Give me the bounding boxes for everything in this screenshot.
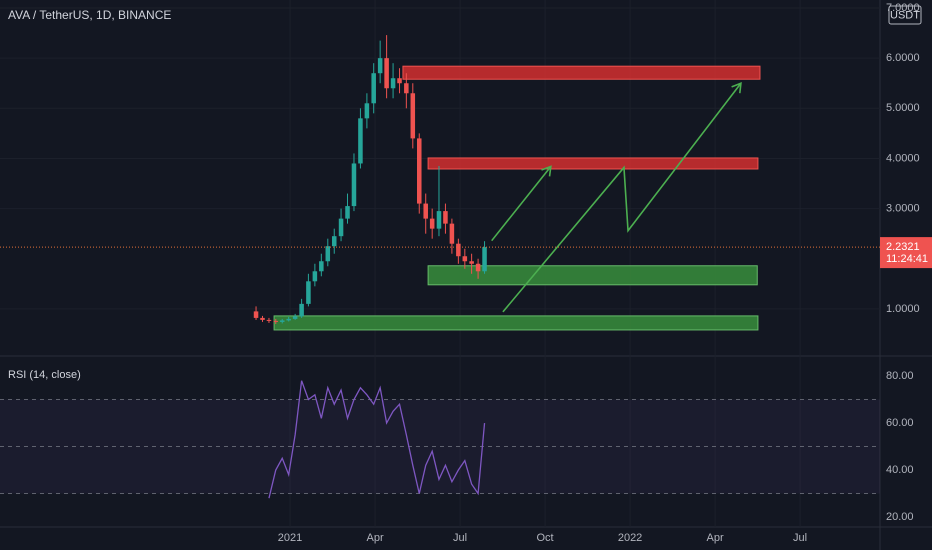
y-tick-label: 4.0000 <box>886 152 920 164</box>
x-tick-label: Apr <box>366 532 383 544</box>
plot <box>253 35 761 499</box>
candle-body <box>377 58 383 74</box>
currency-label[interactable]: USDT <box>890 9 920 21</box>
candle-body <box>410 93 416 139</box>
candle-body <box>358 118 363 164</box>
candle-body <box>279 320 285 322</box>
arrow <box>491 165 552 242</box>
candle-body <box>456 243 461 257</box>
candle-body <box>338 218 344 237</box>
zone <box>402 65 761 80</box>
countdown-label: 11:24:41 <box>886 253 928 265</box>
candle-body <box>436 211 442 229</box>
candle-body <box>364 103 370 119</box>
rsi-tick-label: 60.00 <box>886 417 914 429</box>
arrow-head <box>541 165 552 177</box>
candle-body <box>390 78 396 89</box>
candle-body <box>443 211 448 224</box>
candle-body <box>306 281 311 304</box>
x-tick-label: 2021 <box>278 532 302 544</box>
y-tick-label: 3.0000 <box>886 203 920 215</box>
candle-body <box>273 320 279 322</box>
grid <box>0 399 880 494</box>
x-tick-label: Apr <box>707 532 724 544</box>
zone <box>427 157 759 170</box>
currency-box[interactable] <box>888 5 922 25</box>
candle-body <box>312 271 318 282</box>
candle-body <box>325 246 331 262</box>
candle-body <box>345 206 350 219</box>
rsi-tick-label: 80.00 <box>886 370 914 382</box>
candle-body <box>371 73 376 104</box>
candle-body <box>260 317 265 320</box>
last-price-box <box>880 237 932 269</box>
candle-body <box>253 311 259 318</box>
candle-body <box>266 319 272 321</box>
y-tick-label: 1.0000 <box>886 303 920 315</box>
arrow-head <box>731 82 742 94</box>
candle-body <box>286 318 291 321</box>
zone <box>427 265 758 286</box>
candle-body <box>299 303 304 317</box>
candle-body <box>429 218 435 229</box>
candle-body <box>482 247 487 272</box>
candle-body <box>469 261 474 264</box>
y-tick-label: 6.0000 <box>886 52 920 64</box>
candle-body <box>292 316 298 319</box>
candle-body <box>319 261 324 272</box>
zone <box>273 315 759 331</box>
x-tick-label: Oct <box>537 532 554 544</box>
candle-body <box>416 138 422 204</box>
indicator-title: RSI (14, close) <box>8 369 81 381</box>
candle-body <box>351 163 357 207</box>
candle-body <box>475 263 481 272</box>
x-tick-label: Jul <box>453 532 467 544</box>
y-tick-label: 7.0000 <box>886 2 920 14</box>
candle-body <box>423 203 428 219</box>
last-price-label: 2.2321 <box>886 241 920 253</box>
candle-body <box>449 223 455 244</box>
x-tick-label: Jul <box>793 532 807 544</box>
arrow <box>502 82 742 313</box>
overlay <box>0 82 880 313</box>
candle-body <box>404 83 409 94</box>
rsi-line <box>268 380 486 499</box>
x-tick-label: 2022 <box>618 532 642 544</box>
rsi-tick-label: 20.00 <box>886 511 914 523</box>
chart-title: AVA / TetherUS, 1D, BINANCE <box>8 8 171 22</box>
candle-body <box>384 58 389 89</box>
candle-body <box>397 78 402 84</box>
y-tick-label: 5.0000 <box>886 102 920 114</box>
candle-body <box>462 256 468 262</box>
candle-body <box>331 236 337 247</box>
rsi-tick-label: 40.00 <box>886 464 914 476</box>
